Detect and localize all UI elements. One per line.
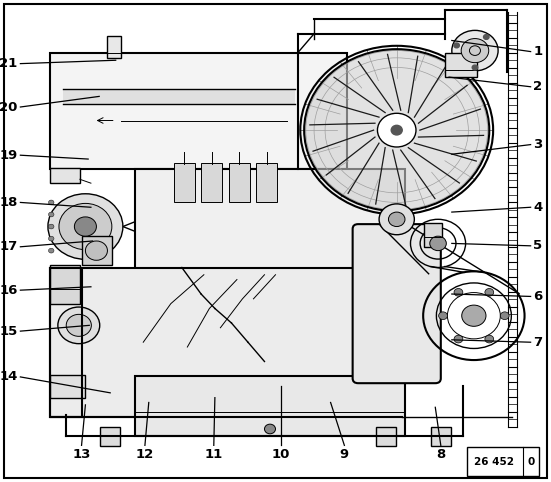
Circle shape bbox=[500, 312, 509, 320]
Circle shape bbox=[74, 217, 96, 236]
Bar bbox=[50, 168, 80, 183]
Circle shape bbox=[304, 49, 489, 211]
Text: 5: 5 bbox=[533, 240, 543, 252]
Bar bbox=[424, 223, 442, 247]
Bar bbox=[107, 36, 121, 58]
Bar bbox=[445, 53, 477, 77]
Circle shape bbox=[264, 424, 276, 434]
Circle shape bbox=[48, 224, 54, 229]
Bar bbox=[201, 163, 222, 202]
Text: 19: 19 bbox=[0, 149, 18, 161]
Bar bbox=[135, 169, 405, 381]
Circle shape bbox=[454, 289, 463, 296]
Bar bbox=[50, 268, 82, 417]
Bar bbox=[467, 447, 539, 476]
Circle shape bbox=[48, 194, 123, 259]
Circle shape bbox=[58, 307, 100, 344]
Text: 18: 18 bbox=[0, 196, 18, 209]
Text: 2: 2 bbox=[533, 80, 543, 93]
Text: 8: 8 bbox=[436, 448, 445, 460]
Text: 13: 13 bbox=[72, 448, 91, 460]
Circle shape bbox=[48, 212, 54, 217]
Bar bbox=[376, 427, 396, 446]
Bar bbox=[100, 427, 120, 446]
Bar bbox=[174, 163, 195, 202]
Bar bbox=[431, 427, 451, 446]
Text: 3: 3 bbox=[533, 138, 543, 151]
Circle shape bbox=[66, 314, 91, 336]
Circle shape bbox=[48, 200, 54, 205]
Bar bbox=[50, 53, 347, 169]
Circle shape bbox=[462, 305, 486, 326]
Circle shape bbox=[48, 236, 54, 241]
Text: 7: 7 bbox=[533, 336, 543, 348]
Text: 4: 4 bbox=[533, 201, 543, 214]
Circle shape bbox=[85, 241, 107, 260]
Bar bbox=[256, 163, 277, 202]
Text: 1: 1 bbox=[533, 45, 543, 58]
Text: 16: 16 bbox=[0, 284, 18, 296]
Circle shape bbox=[439, 312, 447, 320]
Circle shape bbox=[430, 236, 446, 251]
Circle shape bbox=[452, 30, 498, 71]
Text: 26 452: 26 452 bbox=[474, 457, 515, 467]
Text: 0: 0 bbox=[527, 457, 534, 467]
Text: 20: 20 bbox=[0, 101, 18, 113]
Circle shape bbox=[461, 39, 489, 63]
Circle shape bbox=[454, 335, 463, 343]
Circle shape bbox=[59, 203, 112, 250]
Circle shape bbox=[485, 335, 494, 343]
Circle shape bbox=[379, 204, 414, 235]
Text: 14: 14 bbox=[0, 371, 18, 383]
Text: 17: 17 bbox=[0, 241, 18, 253]
Text: 11: 11 bbox=[204, 448, 223, 460]
Bar bbox=[229, 163, 250, 202]
Circle shape bbox=[391, 125, 402, 135]
Bar bbox=[50, 375, 85, 398]
Circle shape bbox=[454, 43, 460, 48]
Text: 12: 12 bbox=[136, 448, 154, 460]
Bar bbox=[50, 265, 80, 304]
Text: 6: 6 bbox=[533, 290, 543, 303]
Circle shape bbox=[484, 35, 489, 40]
FancyBboxPatch shape bbox=[353, 224, 441, 383]
Text: 21: 21 bbox=[0, 57, 18, 70]
Circle shape bbox=[485, 289, 494, 296]
Text: 10: 10 bbox=[272, 448, 290, 460]
Circle shape bbox=[472, 65, 478, 70]
Circle shape bbox=[48, 248, 54, 253]
Bar bbox=[63, 89, 295, 104]
Text: 9: 9 bbox=[340, 448, 349, 460]
FancyBboxPatch shape bbox=[50, 268, 358, 417]
Text: 15: 15 bbox=[0, 325, 18, 337]
Bar bbox=[82, 236, 112, 265]
Circle shape bbox=[377, 113, 416, 147]
Circle shape bbox=[388, 212, 405, 227]
FancyBboxPatch shape bbox=[135, 376, 405, 436]
